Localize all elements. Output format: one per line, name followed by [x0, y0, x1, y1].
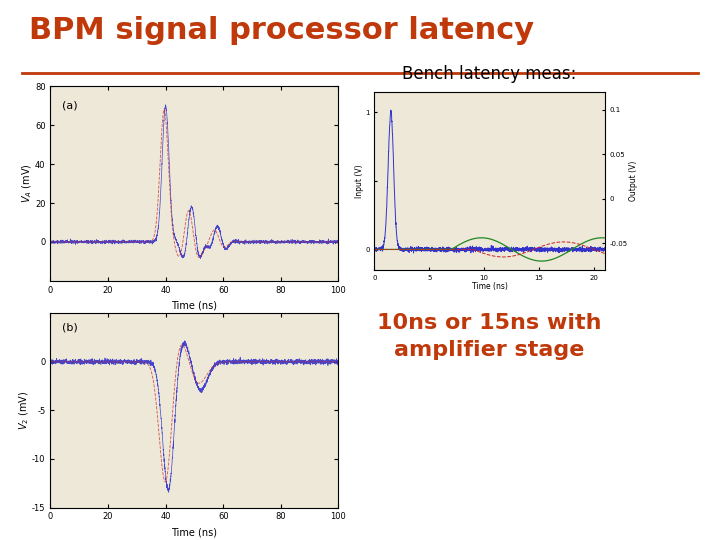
X-axis label: Time (ns): Time (ns) [472, 282, 508, 291]
Y-axis label: $V_2$ (mV): $V_2$ (mV) [17, 391, 31, 430]
Y-axis label: Input (V): Input (V) [355, 164, 364, 198]
Text: (a): (a) [62, 100, 78, 110]
Text: Bench latency meas:: Bench latency meas: [402, 65, 577, 83]
Text: 10ns or 15ns with
amplifier stage: 10ns or 15ns with amplifier stage [377, 313, 602, 360]
Text: (b): (b) [62, 323, 78, 333]
Y-axis label: $V_A$ (mV): $V_A$ (mV) [20, 164, 34, 204]
X-axis label: Time (ns): Time (ns) [171, 300, 217, 310]
Text: BPM signal processor latency: BPM signal processor latency [29, 16, 534, 45]
Y-axis label: Output (V): Output (V) [629, 161, 638, 201]
X-axis label: Time (ns): Time (ns) [171, 527, 217, 537]
